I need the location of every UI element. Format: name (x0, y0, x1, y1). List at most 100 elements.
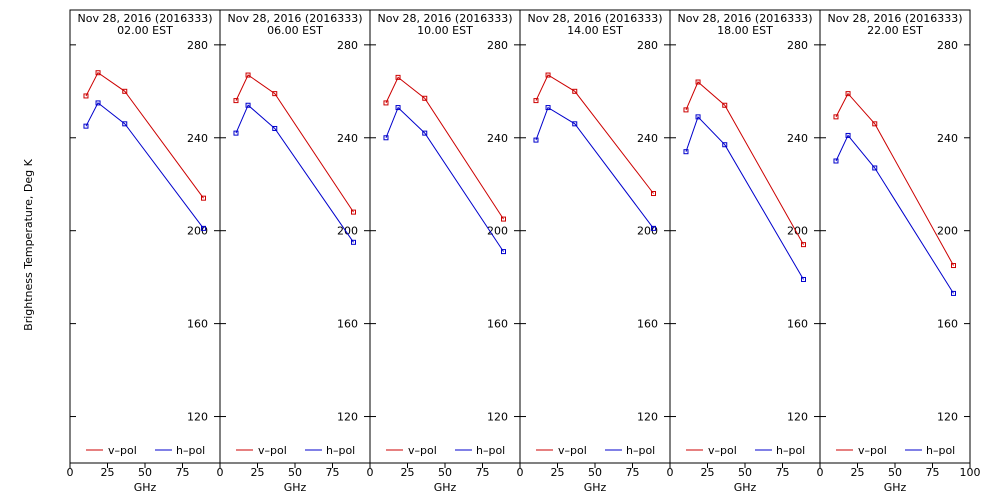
y-tick-label: 200 (337, 225, 358, 238)
y-tick-label: 280 (337, 39, 358, 52)
data-point-h-pol (833, 158, 839, 164)
data-point-h-pol (801, 276, 806, 282)
panel-title: Nov 28, 2016 (2016333) (77, 12, 212, 25)
y-tick-label: 240 (637, 132, 658, 145)
data-point-v-pol (845, 91, 851, 97)
data-point-h-pol (722, 142, 728, 148)
x-tick-label: 50 (138, 466, 152, 479)
data-point-h-pol (351, 239, 356, 245)
data-point-h-pol (651, 225, 656, 231)
y-tick-label: 280 (787, 39, 808, 52)
legend-v-pol-label: v–pol (408, 444, 437, 457)
x-tick-label: 75 (176, 466, 190, 479)
x-tick-label: 0 (217, 466, 224, 479)
data-point-h-pol (533, 137, 539, 143)
y-tick-label: 240 (187, 132, 208, 145)
data-point-v-pol (533, 98, 539, 104)
series-line-v-pol (535, 74, 654, 194)
legend-h-pol-label: h–pol (476, 444, 505, 457)
panel-subtitle: 22.00 EST (867, 24, 923, 37)
data-point-v-pol (722, 102, 728, 108)
x-axis-label: GHz (284, 481, 307, 494)
x-tick-label: 25 (851, 466, 865, 479)
y-tick-label: 160 (187, 318, 208, 331)
legend-h-pol-label: h–pol (176, 444, 205, 457)
data-point-h-pol (395, 105, 401, 111)
legend-h-pol-label: h–pol (326, 444, 355, 457)
data-point-v-pol (95, 70, 101, 76)
x-tick-label: 100 (960, 466, 981, 479)
series-line-v-pol (385, 76, 504, 220)
x-tick-label: 75 (626, 466, 640, 479)
panel-subtitle: 18.00 EST (717, 24, 773, 37)
x-tick-label: 50 (438, 466, 452, 479)
y-tick-label: 120 (337, 411, 358, 424)
data-point-v-pol (395, 74, 401, 80)
x-tick-label: 75 (326, 466, 340, 479)
x-tick-label: 0 (517, 466, 524, 479)
y-tick-label: 160 (787, 318, 808, 331)
x-tick-label: 25 (101, 466, 115, 479)
y-tick-label: 240 (937, 132, 958, 145)
y-tick-label: 120 (187, 411, 208, 424)
data-point-v-pol (545, 72, 551, 78)
legend-v-pol-label: v–pol (558, 444, 587, 457)
series-line-h-pol (685, 115, 804, 280)
series-line-v-pol (235, 74, 354, 213)
y-tick-label: 160 (937, 318, 958, 331)
panel-title: Nov 28, 2016 (2016333) (827, 12, 962, 25)
series-line-v-pol (85, 71, 204, 199)
series-line-v-pol (835, 92, 954, 266)
y-tick-label: 120 (787, 411, 808, 424)
y-tick-label: 160 (487, 318, 508, 331)
data-point-h-pol (695, 114, 701, 120)
data-point-h-pol (951, 290, 956, 296)
x-tick-label: 50 (738, 466, 752, 479)
x-axis-label: GHz (584, 481, 607, 494)
data-point-v-pol (233, 98, 239, 104)
x-tick-label: 0 (67, 466, 74, 479)
panel-title: Nov 28, 2016 (2016333) (527, 12, 662, 25)
data-point-h-pol (95, 100, 101, 106)
data-point-h-pol (83, 123, 89, 129)
panel-title: Nov 28, 2016 (2016333) (227, 12, 362, 25)
y-tick-label: 160 (337, 318, 358, 331)
y-tick-label: 240 (487, 132, 508, 145)
chart-panel-4: Nov 28, 2016 (2016333)14.00 EST120160200… (517, 9, 671, 494)
chart-panel-1: Nov 28, 2016 (2016333)02.00 EST120160200… (67, 9, 221, 494)
x-tick-label: 0 (667, 466, 674, 479)
data-point-v-pol (122, 88, 128, 94)
chart-panel-2: Nov 28, 2016 (2016333)06.00 EST 120 160 200… (217, 9, 371, 494)
data-point-h-pol (501, 249, 506, 255)
y-tick-label: 200 (937, 225, 958, 238)
data-point-v-pol (83, 93, 89, 99)
data-point-h-pol (201, 225, 206, 231)
panel-subtitle: 02.00 EST (117, 24, 173, 37)
data-point-h-pol (845, 132, 851, 138)
y-tick-label: 120 (637, 411, 658, 424)
data-point-v-pol (422, 95, 428, 101)
panel-subtitle: 14.00 EST (567, 24, 623, 37)
data-point-v-pol (383, 100, 389, 106)
data-point-h-pol (422, 130, 428, 136)
data-point-h-pol (233, 130, 239, 136)
y-tick-label: 240 (787, 132, 808, 145)
x-axis-label: GHz (884, 481, 907, 494)
legend-h-pol-label: h–pol (926, 444, 955, 457)
data-point-v-pol (951, 263, 956, 269)
y-tick-label: 280 (187, 39, 208, 52)
legend-v-pol-label: v–pol (108, 444, 137, 457)
data-point-h-pol (272, 125, 278, 131)
y-tick-label: 240 (337, 132, 358, 145)
legend-h-pol-label: h–pol (776, 444, 805, 457)
x-axis-label: GHz (734, 481, 757, 494)
data-point-h-pol (245, 102, 251, 108)
data-point-v-pol (501, 216, 506, 222)
chart-panel-5: Nov 28, 2016 (2016333)18.00 EST 120 160 200… (667, 9, 821, 494)
x-tick-label: 50 (888, 466, 902, 479)
y-tick-label: 120 (487, 411, 508, 424)
x-tick-label: 25 (701, 466, 715, 479)
data-point-v-pol (695, 79, 701, 85)
data-point-v-pol (272, 91, 278, 97)
